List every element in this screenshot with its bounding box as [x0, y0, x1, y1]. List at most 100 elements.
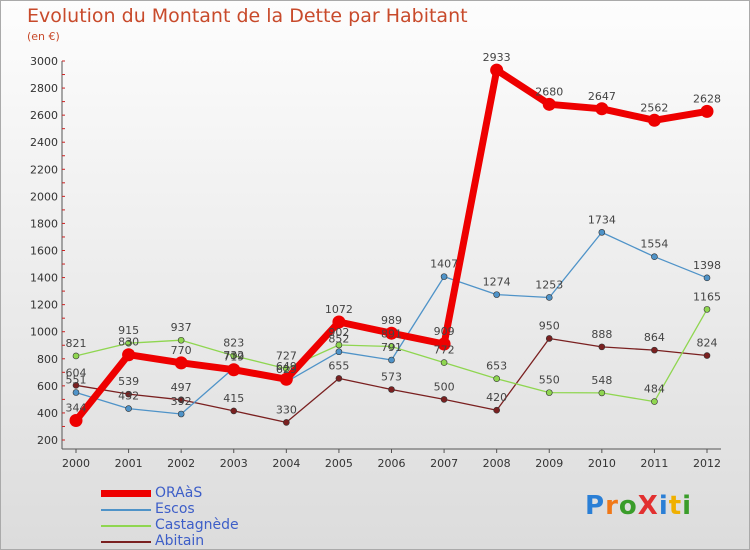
y-tick-label: 1800 [30, 217, 58, 230]
data-label: 891 [381, 327, 402, 340]
data-point [493, 406, 500, 414]
data-label: 772 [434, 344, 455, 357]
data-label: 432 [118, 390, 139, 403]
chart-legend: ORAàS Escos Castagnède Abitain [101, 485, 341, 549]
data-point [332, 315, 346, 329]
data-point [651, 253, 658, 261]
x-tick-label: 2005 [325, 457, 353, 470]
x-tick-label: 2011 [640, 457, 668, 470]
data-label: 852 [328, 333, 349, 346]
y-tick-label: 2000 [30, 190, 58, 203]
data-point [125, 339, 132, 347]
logo-letter: i [682, 491, 693, 521]
data-label: 915 [118, 324, 139, 337]
data-label: 1398 [693, 259, 721, 272]
data-point [700, 104, 714, 118]
data-label: 1274 [483, 276, 511, 289]
data-point [388, 356, 395, 364]
legend-item: Abitain [101, 533, 341, 549]
data-point [703, 274, 711, 282]
data-point [437, 337, 451, 351]
data-label: 500 [434, 380, 455, 393]
data-label: 629 [276, 363, 297, 376]
data-point [440, 273, 448, 280]
x-tick-label: 2006 [378, 457, 406, 470]
data-point [703, 306, 711, 313]
data-point [230, 352, 238, 359]
data-point [545, 389, 553, 396]
data-point [598, 343, 606, 351]
data-label: 823 [223, 337, 244, 350]
legend-label: Escos [155, 501, 195, 517]
data-point [335, 348, 343, 356]
data-point [703, 352, 711, 359]
data-point [72, 352, 80, 360]
data-label: 2680 [535, 85, 563, 98]
data-label: 1165 [693, 290, 721, 303]
data-point [72, 389, 80, 396]
y-tick-label: 200 [37, 434, 58, 447]
logo-letter: t [668, 491, 683, 521]
data-label: 330 [276, 403, 297, 416]
data-label: 821 [66, 337, 87, 350]
data-label: 830 [118, 336, 139, 349]
data-label: 392 [171, 395, 192, 408]
x-tick-label: 2000 [62, 457, 90, 470]
data-point [595, 102, 609, 116]
data-label: 573 [381, 371, 402, 384]
data-point [542, 97, 556, 111]
data-label: 1734 [588, 213, 616, 226]
data-label: 653 [486, 360, 507, 373]
data-point [122, 348, 136, 362]
legend-swatch [101, 541, 151, 543]
data-label: 551 [66, 373, 87, 386]
legend-item: Castagnède [101, 517, 341, 533]
y-tick-label: 2600 [30, 109, 58, 122]
data-label: 888 [591, 328, 612, 341]
legend-swatch [101, 525, 151, 527]
data-point [125, 405, 132, 412]
logo-letter: X [637, 491, 659, 521]
data-label: 989 [381, 314, 402, 327]
x-tick-label: 2008 [483, 457, 511, 470]
series-line [72, 66, 711, 424]
legend-swatch [101, 509, 151, 511]
y-tick-label: 3000 [30, 55, 58, 68]
x-tick-label: 2012 [693, 457, 721, 470]
data-point [490, 63, 504, 77]
data-point [227, 363, 241, 377]
x-tick-label: 2009 [535, 457, 563, 470]
data-label: 344 [66, 402, 87, 415]
data-label: 719 [223, 351, 244, 364]
data-point [335, 375, 343, 382]
x-tick-label: 2001 [115, 457, 143, 470]
data-point [440, 396, 448, 403]
data-label: 604 [66, 366, 87, 379]
y-tick-label: 1200 [30, 299, 58, 312]
logo-letter: P [585, 491, 606, 521]
legend-label: ORAàS [155, 485, 203, 501]
y-tick-label: 1400 [30, 272, 58, 285]
data-label: 2647 [588, 90, 616, 103]
data-label: 649 [276, 360, 297, 373]
data-label: 497 [171, 381, 192, 394]
data-label: 770 [171, 344, 192, 357]
data-label: 655 [328, 359, 349, 372]
data-label: 864 [644, 331, 665, 344]
data-label: 2933 [483, 51, 511, 64]
legend-label: Castagnède [155, 517, 239, 533]
data-point [72, 382, 80, 389]
data-point [651, 346, 658, 354]
y-tick-label: 2800 [30, 82, 58, 95]
data-label: 550 [539, 374, 560, 387]
data-label: 732 [223, 349, 244, 362]
data-point [647, 113, 661, 127]
data-point [388, 343, 395, 350]
chart-subtitle: (en €) [27, 30, 60, 43]
data-point [440, 359, 448, 366]
data-label: 791 [381, 341, 402, 354]
x-tick-label: 2010 [588, 457, 616, 470]
data-label: 937 [171, 321, 192, 334]
